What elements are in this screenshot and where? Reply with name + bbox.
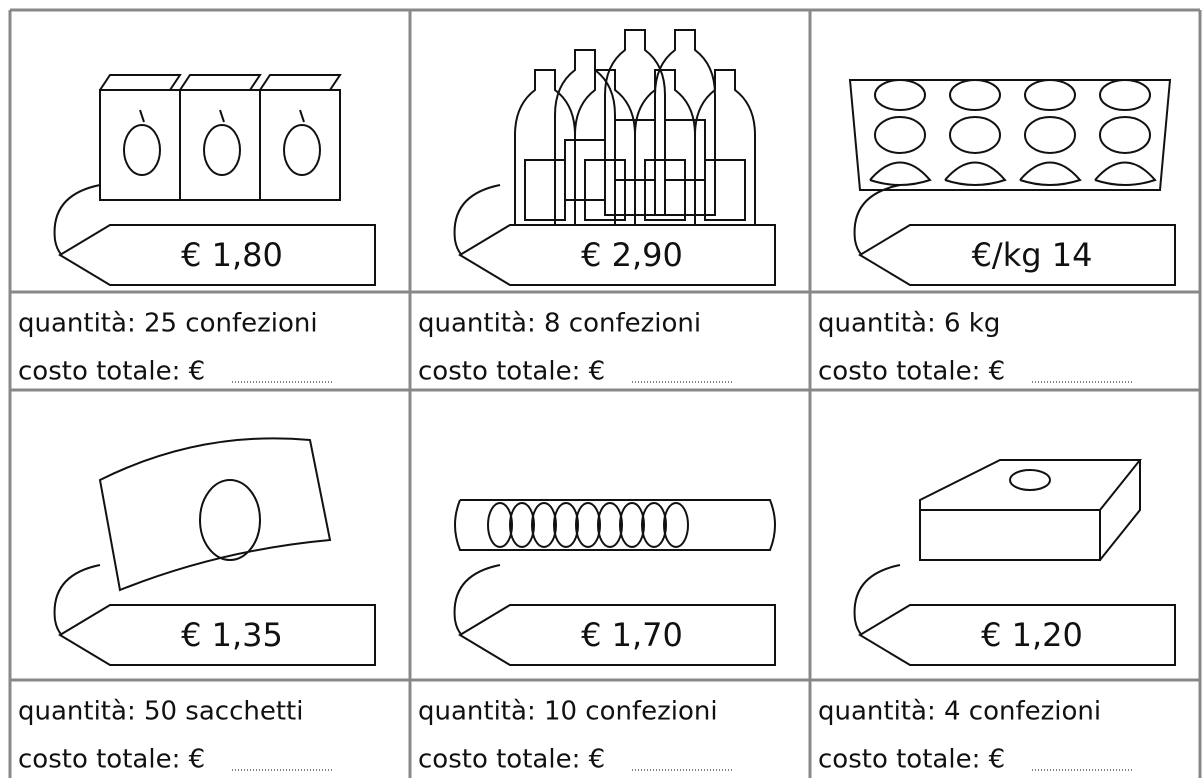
sketch-line [123, 124, 161, 176]
sketch-line [584, 159, 626, 221]
cost-label: costo totale: € [418, 745, 605, 775]
price-tag [858, 604, 1176, 666]
quantity: quantità: 6 kg [818, 309, 1000, 339]
quantity: quantità: 10 confezioni [418, 697, 718, 727]
sketch-line [575, 502, 601, 548]
sketch-line [259, 74, 342, 201]
sketch-line [874, 116, 926, 154]
sketch-line [944, 161, 1007, 186]
sketch-line [949, 116, 1001, 154]
item-cell: € 1,20 quantità: 4 confezioni costo totale… [818, 459, 1176, 775]
sketch-line [98, 437, 332, 592]
item-cell: € 1,35 quantità: 50 sacchetti costo totale… [18, 437, 376, 775]
quantity: quantità: 25 confezioni [18, 309, 318, 339]
cost-label: costo totale: € [18, 745, 205, 775]
sketch-line [509, 502, 535, 548]
sketch-line [919, 459, 1143, 561]
sketch-line [1024, 79, 1076, 111]
cost-label: costo totale: € [18, 357, 205, 387]
sketch-line [654, 29, 716, 216]
sketch-line [524, 159, 566, 221]
sketch-line [1019, 161, 1082, 186]
price-tag [458, 224, 776, 286]
sketch-line [641, 502, 667, 548]
sketch-line [704, 159, 746, 221]
price: € 1,20 [981, 616, 1083, 654]
sketch-line [848, 79, 1172, 191]
sketch-line [139, 109, 145, 123]
item-cell: € 1,80 quantità: 25 confezioni costo total… [18, 74, 376, 387]
cost-label: costo totale: € [418, 357, 605, 387]
sketch-line [553, 502, 579, 548]
price: € 1,70 [581, 616, 683, 654]
sketch-line [199, 479, 261, 561]
sketch-line [283, 124, 321, 176]
sketch-line [203, 124, 241, 176]
item-cell: € 2,90 quantità: 8 confezioni costo totale… [418, 29, 776, 387]
cost-label: costo totale: € [818, 745, 1005, 775]
price: € 2,90 [581, 236, 683, 274]
price-tag [58, 604, 376, 666]
sketch-line [1009, 469, 1051, 491]
sketch-line [1099, 79, 1151, 111]
sketch-line [1099, 116, 1151, 154]
sketch-line [869, 161, 932, 186]
sketch-line [454, 499, 776, 551]
price-tag [458, 604, 776, 666]
quantity: quantità: 8 confezioni [418, 309, 701, 339]
sketch-line [1024, 116, 1076, 154]
sketch-line [99, 74, 182, 201]
price-tag [858, 224, 1176, 286]
sketch-line [663, 502, 689, 548]
sketch-line [644, 159, 686, 221]
price-tag [58, 224, 376, 286]
sketch-line [219, 109, 225, 123]
sketch-line [487, 502, 513, 548]
sketch-line [179, 74, 262, 201]
price: €/kg 14 [972, 236, 1093, 274]
sketch-line [874, 79, 926, 111]
sketch-line [299, 109, 305, 123]
sketch-line [619, 502, 645, 548]
cost-label: costo totale: € [818, 357, 1005, 387]
item-cell: € 1,70 quantità: 10 confezioni costo total… [418, 499, 776, 775]
quantity: quantità: 4 confezioni [818, 697, 1101, 727]
price: € 1,80 [181, 236, 283, 274]
quantity: quantità: 50 sacchetti [18, 697, 303, 727]
sketch-line [531, 502, 557, 548]
sketch-line [1094, 161, 1157, 186]
sketch-line [949, 79, 1001, 111]
item-cell: €/kg 14 quantità: 6 kg costo totale: € [818, 79, 1176, 387]
price: € 1,35 [181, 616, 283, 654]
sketch-line [597, 502, 623, 548]
